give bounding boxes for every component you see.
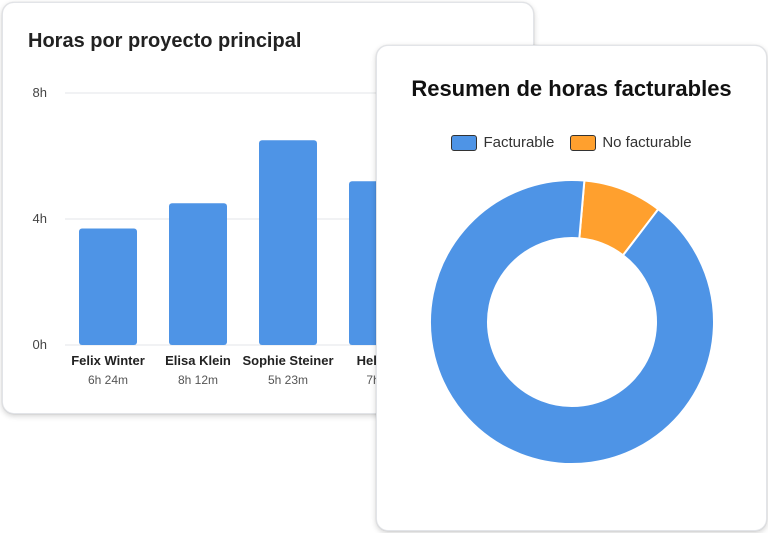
- donut-chart-title: Resumen de horas facturables: [411, 76, 732, 101]
- x-category-label: Elisa Klein: [165, 353, 231, 368]
- x-category-label: Sophie Steiner: [242, 353, 333, 368]
- legend-swatch-billable: [451, 134, 478, 151]
- bar-value-label: 6h 24m: [88, 373, 128, 387]
- bar-chart-title: Horas por proyecto principal: [28, 30, 302, 52]
- bar[interactable]: [79, 228, 137, 345]
- y-tick-label: 0h: [33, 337, 47, 352]
- legend-item-billable[interactable]: Facturable: [451, 134, 554, 151]
- legend-swatch-non-billable: [570, 134, 597, 151]
- bar-value-label: 8h 12m: [178, 373, 218, 387]
- y-tick-label: 4h: [33, 211, 47, 226]
- x-category-label: Felix Winter: [71, 353, 145, 368]
- legend-item-non-billable[interactable]: No facturable: [570, 134, 692, 151]
- donut-chart-card: Resumen de horas facturables Facturable …: [376, 45, 767, 531]
- donut-legend: Facturable No facturable: [377, 134, 766, 151]
- bar[interactable]: [259, 140, 317, 345]
- bar[interactable]: [169, 203, 227, 345]
- y-tick-label: 8h: [33, 85, 47, 100]
- donut-chart: [429, 179, 715, 465]
- slice-billable[interactable]: [429, 179, 715, 465]
- legend-label-non-billable: No facturable: [602, 134, 692, 151]
- bar-value-label: 5h 23m: [268, 373, 308, 387]
- legend-label-billable: Facturable: [483, 134, 555, 151]
